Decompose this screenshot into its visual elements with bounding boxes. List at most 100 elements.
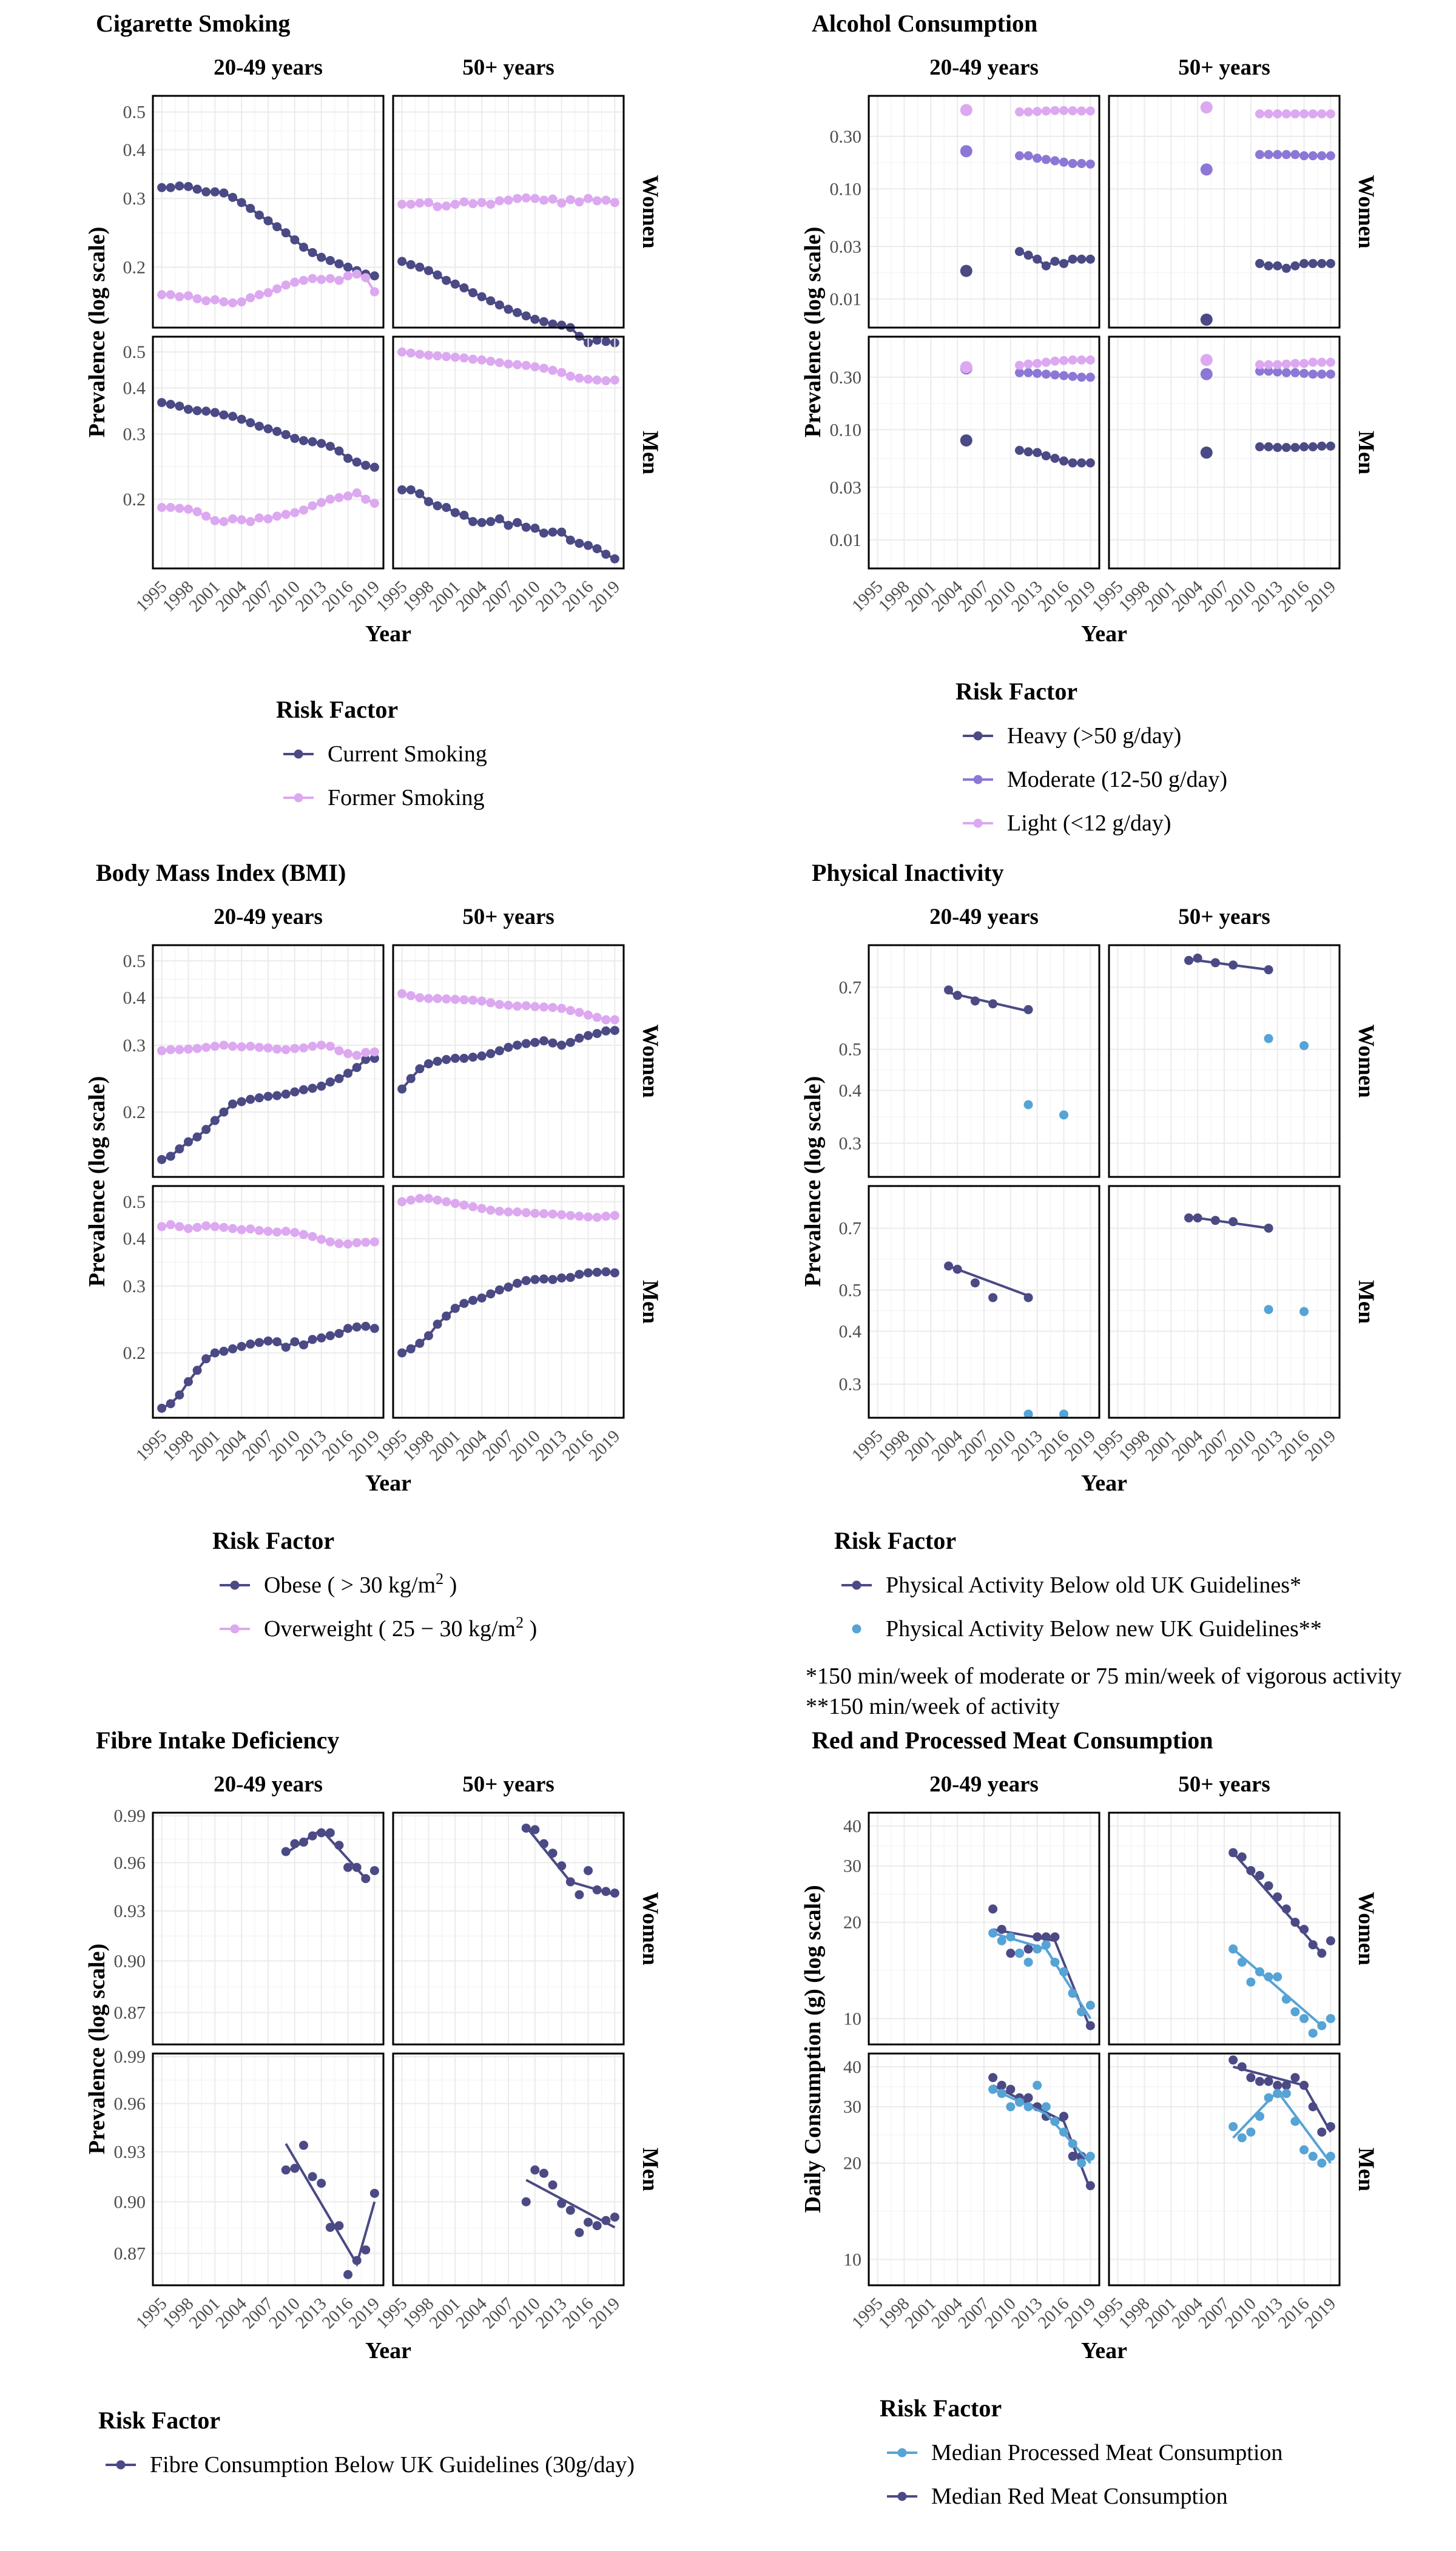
data-point	[459, 1054, 469, 1063]
y-tick-label: 20	[843, 2154, 861, 2174]
data-point	[1264, 1223, 1273, 1233]
data-point	[1237, 2062, 1247, 2072]
y-tick-label: 0.4	[123, 988, 146, 1008]
legend-item: Current Smoking	[283, 741, 487, 767]
y-tick-label: 0.4	[839, 1321, 862, 1341]
data-point	[343, 453, 353, 463]
data-point	[246, 1224, 255, 1234]
data-point	[565, 1273, 575, 1282]
data-point	[494, 1046, 504, 1056]
data-point	[468, 288, 478, 298]
chart-fibre: Fibre Intake Deficiency 20-49 years 50+ ye…	[84, 1727, 662, 2478]
data-point	[450, 508, 460, 517]
x-tick-label: 2019	[1301, 577, 1340, 616]
column-strip-label: 20-49 years	[929, 55, 1039, 80]
data-point	[539, 363, 548, 373]
x-tick-label: 2019	[585, 1426, 624, 1465]
data-point	[219, 410, 229, 420]
data-point	[1308, 357, 1318, 367]
data-point	[361, 1055, 371, 1065]
data-point	[1299, 2014, 1309, 2023]
legend-label-text: Former Smoking	[328, 785, 485, 810]
data-point	[468, 1053, 478, 1062]
data-point	[1308, 151, 1318, 161]
data-point	[263, 424, 273, 434]
data-point	[548, 1275, 558, 1284]
data-point	[1326, 258, 1335, 268]
legend-item: Light (<12 g/day)	[963, 810, 1171, 836]
data-point	[513, 517, 522, 527]
data-point	[219, 188, 229, 198]
data-point	[254, 422, 264, 431]
data-point	[352, 457, 362, 467]
y-tick-label: 0.30	[830, 368, 862, 388]
data-point	[1059, 258, 1069, 268]
data-point	[201, 1125, 211, 1134]
data-point	[504, 195, 513, 205]
data-point	[584, 1031, 593, 1040]
column-strip-label: 50+ years	[462, 1772, 554, 1797]
facet-panel: 1020304019951998200120042007201020132016…	[843, 2052, 1100, 2333]
data-point	[423, 198, 433, 207]
data-point	[584, 1212, 593, 1222]
data-point	[166, 1045, 175, 1054]
facet-panel: 0.3 0.4 0.5 0.7	[839, 944, 1100, 1178]
data-point	[219, 1040, 229, 1050]
legend-key-point	[852, 1624, 861, 1634]
data-point	[290, 1337, 300, 1347]
y-axis-label: Prevalence (log scale)	[800, 227, 826, 438]
y-axis-label: Daily Consumption (g) (log scale)	[800, 1885, 826, 2212]
data-point	[575, 539, 584, 548]
data-point	[334, 446, 344, 456]
data-point	[298, 243, 308, 252]
data-point	[334, 2221, 344, 2231]
data-point	[1050, 2117, 1060, 2126]
data-point	[175, 401, 184, 411]
data-point	[254, 1225, 264, 1235]
fit-line	[1232, 1948, 1323, 2027]
data-point	[1193, 953, 1202, 963]
data-point	[254, 290, 264, 300]
data-point	[369, 1865, 379, 1875]
legend-label-text: Moderate (12-50 g/day)	[1007, 767, 1227, 792]
data-point	[1033, 1932, 1042, 1942]
data-point	[530, 194, 540, 203]
data-point	[601, 1887, 611, 1896]
data-point	[997, 1924, 1006, 1934]
data-point	[565, 195, 575, 204]
data-point	[513, 1278, 522, 1288]
data-point	[601, 2216, 611, 2225]
data-point	[343, 262, 353, 272]
data-point	[997, 1936, 1006, 1946]
data-point	[521, 1823, 531, 1833]
panel-border	[868, 1811, 1100, 2046]
data-point	[970, 996, 980, 1006]
data-point	[369, 287, 379, 297]
data-point	[334, 1074, 344, 1083]
data-point	[575, 1033, 584, 1043]
data-point	[1246, 2127, 1256, 2137]
data-point	[290, 1228, 300, 1238]
data-point	[1308, 258, 1318, 268]
data-point	[477, 292, 487, 302]
y-tick-label: 0.5	[123, 1192, 146, 1212]
fit-line	[993, 1932, 1092, 2020]
data-point	[1023, 1409, 1033, 1419]
data-point	[584, 1010, 593, 1020]
data-point	[1264, 366, 1273, 376]
legend-key-point	[116, 2460, 126, 2470]
data-point	[254, 1338, 264, 1347]
data-point	[1014, 107, 1024, 117]
data-point	[1184, 1213, 1194, 1223]
facet-panel: 0.2 0.3 0.4 0.5	[123, 944, 385, 1178]
data-point	[548, 527, 558, 537]
data-point	[539, 1209, 548, 1219]
legend-label: Physical Activity Below new UK Guideline…	[886, 1616, 1322, 1642]
data-point	[1290, 150, 1300, 160]
data-point	[1317, 357, 1327, 367]
row-strip-label: Men	[638, 1280, 662, 1324]
data-point	[237, 414, 246, 424]
y-tick-label: 0.2	[123, 257, 146, 277]
